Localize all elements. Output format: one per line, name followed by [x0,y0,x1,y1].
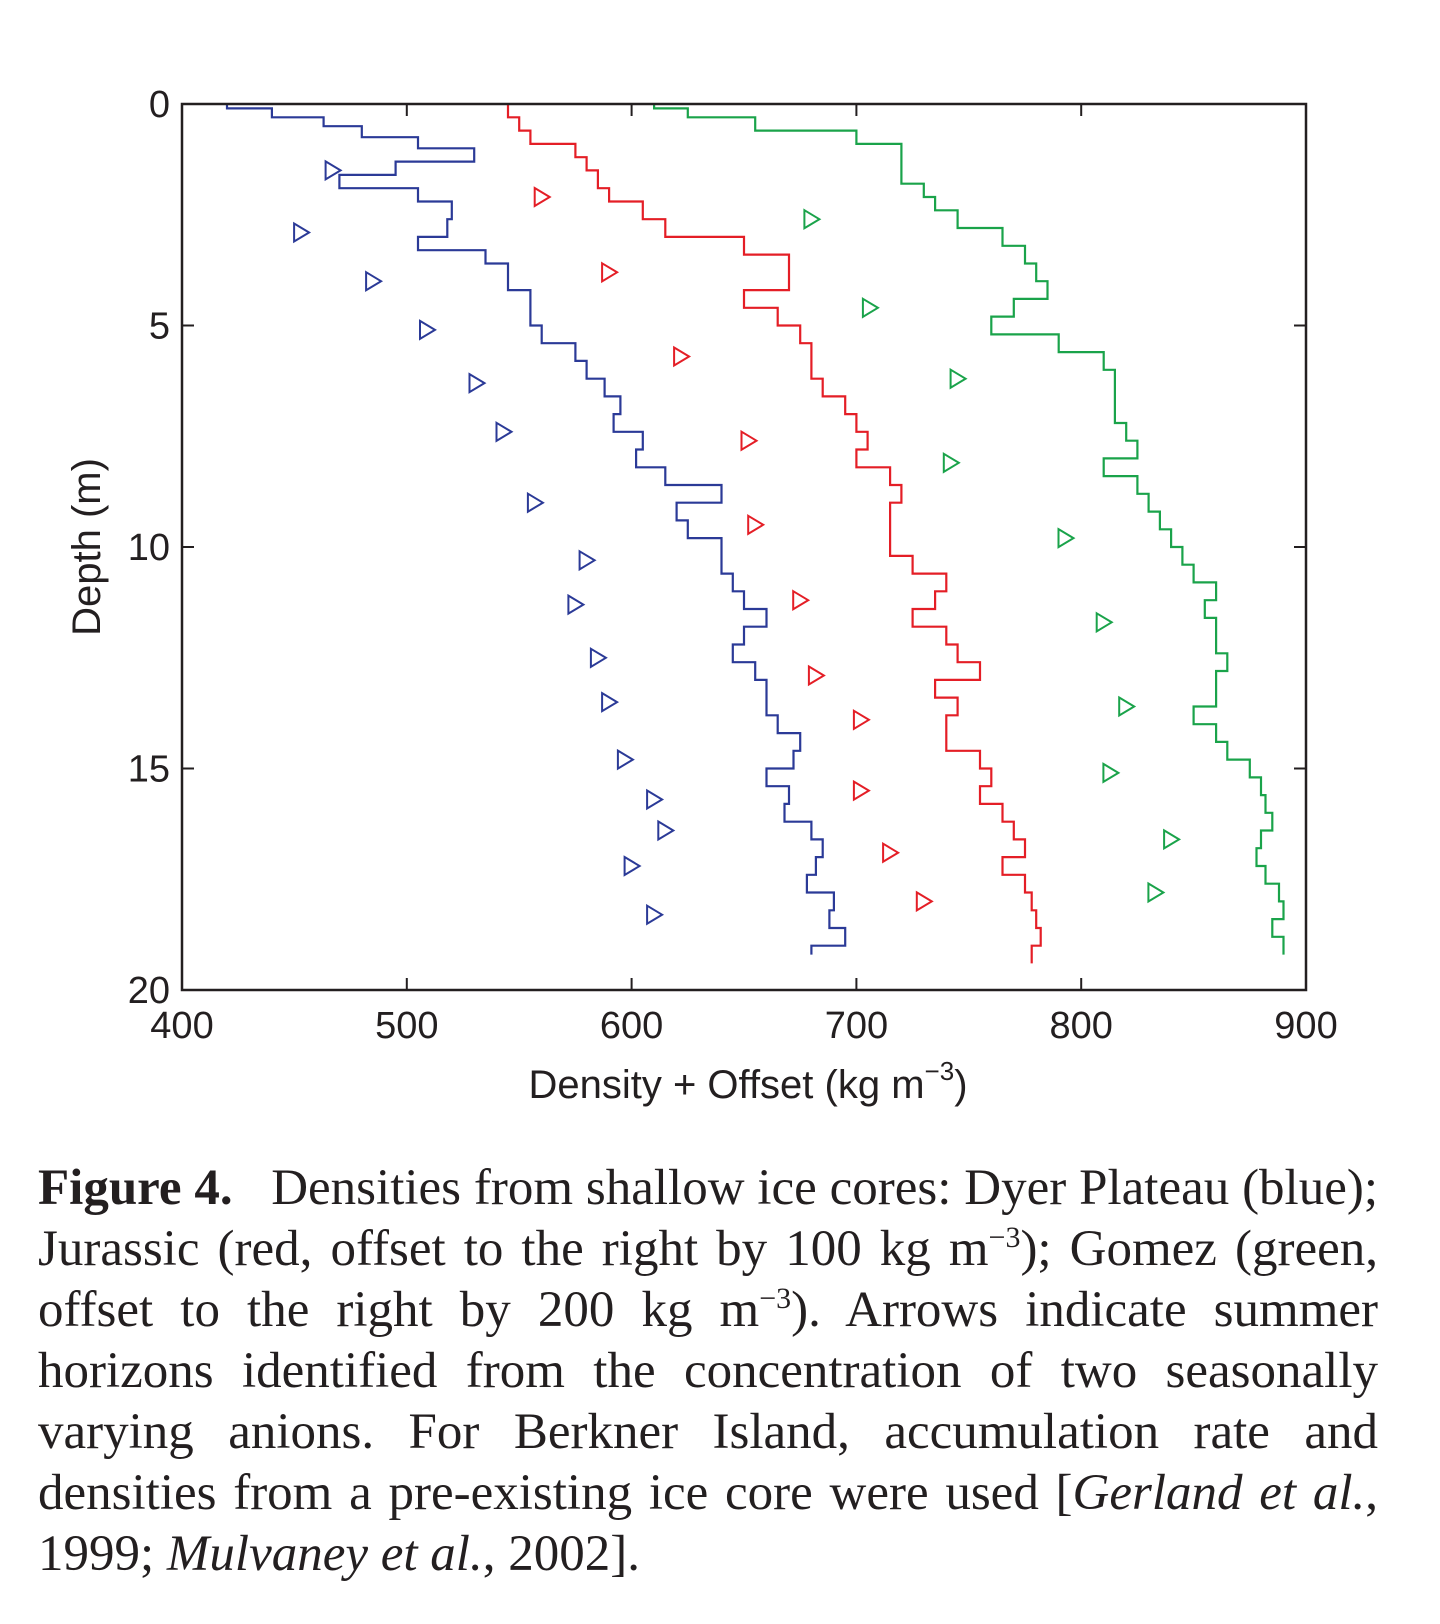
x-axis-title: Density + Offset (kg m−3) [528,1056,967,1107]
series-1-marker-3 [365,270,384,292]
y-tick-label-0: 0 [149,84,170,126]
series-2-marker-11 [915,890,934,913]
series-2-marker-10 [882,841,901,864]
series-1-marker-8 [578,549,597,572]
series-1-marker-14 [657,819,676,842]
series-2-line [506,104,1042,964]
caption-text-1: Densities from shallow ice cores: Dyer P… [38,1160,1379,1277]
x-axis-title-end: ) [954,1063,967,1107]
series-1-marker-11 [601,691,620,713]
series-1-marker-9 [567,593,586,616]
series-1-marker-6 [495,421,514,443]
series-3-marker-4 [942,452,961,474]
series-2-marker-8 [852,709,871,731]
y-tick-label-15: 15 [128,749,170,791]
series-layer [225,104,1285,964]
caption-ref-gerland: Gerland et al. [1072,1465,1366,1521]
series-3-line [653,104,1285,955]
series-2-marker-5 [747,514,766,536]
series-1-marker-10 [589,647,608,669]
series-3-marker-10 [1147,881,1166,904]
series-3-marker-8 [1102,762,1121,784]
caption-text-3: ). Arrows indicate summer horizons ident… [38,1282,1378,1521]
caption-text-2: ); Gomez (green, offset to the right by … [38,1221,1378,1338]
series-2-marker-3 [673,345,692,368]
y-axis-title: Depth (m) [65,458,109,636]
x-tick-label-600: 600 [600,1005,663,1047]
y-tick-label-5: 5 [149,306,170,348]
series-3-marker-7 [1118,695,1137,718]
series-3-marker-3 [949,367,968,390]
x-axis-title-main: Density + Offset (kg m [528,1063,924,1107]
series-2-marker-2 [601,261,620,284]
series-1-marker-1 [324,159,343,182]
series-1-marker-5 [468,372,487,394]
caption-text-4: , 1999; [38,1465,1378,1582]
caption-sup-2: −3 [759,1282,792,1315]
y-tick-label-20: 20 [128,970,170,1012]
series-2-marker-9 [852,779,871,802]
caption-sup-1: −3 [988,1221,1021,1254]
caption-ref-mulvaney: Mulvaney et al. [166,1526,483,1582]
series-2-marker-4 [740,429,759,452]
series-1-marker-4 [419,319,437,341]
series-1-marker-13 [646,788,665,811]
x-tick-label-500: 500 [375,1005,438,1047]
x-tick-label-900: 900 [1274,1005,1337,1047]
series-1-marker-7 [526,491,545,514]
series-2-marker-7 [807,664,826,687]
caption-text-5: , 2002]. [482,1526,640,1582]
series-1-line [225,104,847,955]
caption-label: Figure 4. [38,1160,233,1216]
series-3-marker-5 [1057,527,1076,549]
series-1-marker-12 [616,748,635,771]
x-tick-label-700: 700 [825,1005,888,1047]
series-3-marker-9 [1163,828,1182,851]
y-tick-label-10: 10 [128,527,170,569]
series-1-marker-2 [293,221,312,244]
density-depth-chart: 400 500 600 700 800 900 0 5 10 15 20 Density + Off… [65,84,1338,1107]
x-tick-label-800: 800 [1049,1005,1112,1047]
series-2-marker-6 [792,589,811,611]
x-tick-label-400: 400 [150,1005,213,1047]
series-3-marker-2 [861,297,880,319]
series-3-marker-1 [803,208,822,230]
tick-layer: 400 500 600 700 800 900 0 5 10 15 20 [128,84,1338,1047]
series-1-marker-16 [646,903,665,926]
figure-caption: Figure 4. Densities from shallow ice cor… [38,1158,1378,1585]
series-3-marker-6 [1095,611,1114,634]
series-2-marker-1 [533,186,552,208]
series-1-marker-15 [623,855,642,877]
x-axis-title-sup: −3 [925,1056,955,1086]
